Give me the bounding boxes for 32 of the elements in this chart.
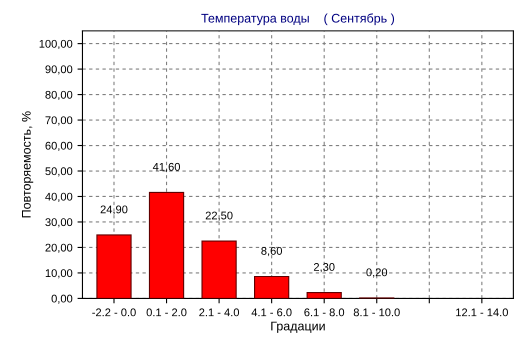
x-tick-label: 12.1 - 14.0 — [456, 308, 508, 316]
data-label: 2,30 — [314, 263, 335, 272]
y-tick-label: 70,00 — [46, 116, 72, 126]
bar — [201, 240, 237, 298]
bar — [96, 234, 132, 298]
y-axis-title: Повторяемость, % — [22, 111, 34, 218]
bar — [254, 276, 290, 298]
bar — [148, 192, 184, 298]
data-label: 41,60 — [152, 162, 180, 172]
x-tick-label: 4.1 - 6.0 — [252, 308, 292, 316]
y-tick-label: 80,00 — [45, 90, 72, 100]
data-label: 22,50 — [206, 212, 233, 221]
chart-title: Температура воды ( Сентябрь ) — [201, 13, 394, 26]
x-tick-label: 8.1 - 10.0 — [354, 308, 400, 316]
y-tick-label: 100,00 — [40, 40, 72, 50]
y-tick-label: 50,00 — [45, 167, 72, 176]
data-label: 24,90 — [100, 205, 128, 215]
y-tick-label: 20,00 — [45, 244, 72, 253]
y-tick-label: 0,00 — [52, 294, 72, 304]
y-tick-label: 30,00 — [45, 218, 72, 228]
y-tick-label: 90,00 — [45, 65, 72, 75]
data-label: 0,20 — [366, 268, 388, 278]
y-tick-label: 40,00 — [45, 192, 72, 202]
y-tick-label: 10,00 — [46, 269, 72, 278]
bar — [306, 292, 342, 298]
x-tick-label: 2.1 - 4.0 — [199, 308, 240, 316]
x-tick-label: 6.1 - 8.0 — [304, 308, 344, 316]
x-axis-title: Градации — [271, 322, 325, 333]
x-tick-label: 0.1 - 2.0 — [146, 308, 186, 316]
data-label: 8,60 — [261, 246, 282, 256]
x-tick-label: -2.2 - 0.0 — [92, 308, 136, 316]
y-tick-label: 60,00 — [46, 142, 72, 151]
